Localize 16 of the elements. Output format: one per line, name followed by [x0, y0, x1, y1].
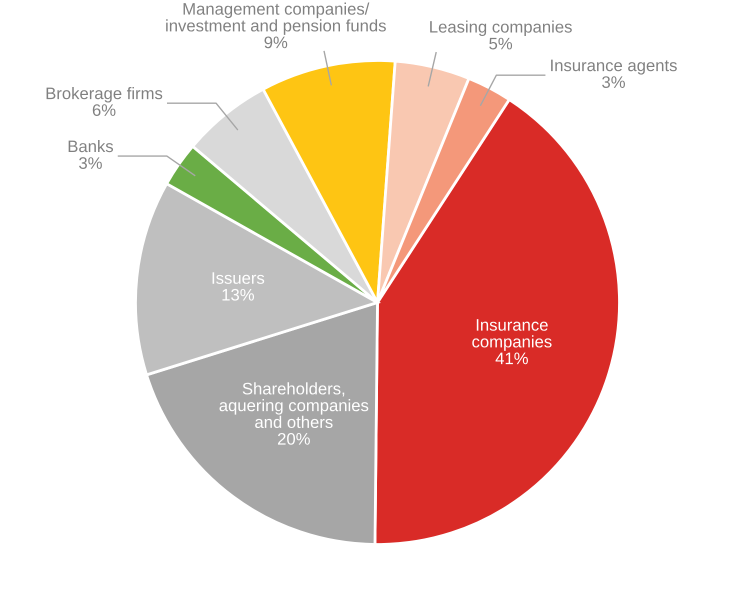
- data-label: 3%: [602, 76, 625, 88]
- slice-label: Brokerage firms: [46, 87, 162, 103]
- slice-label: Leasing companies: [430, 20, 572, 36]
- data-label: 13%: [222, 288, 254, 301]
- slice-label: Shareholders, aquering companies and others: [219, 382, 368, 428]
- slice-label: Banks: [68, 140, 114, 152]
- data-label: 9%: [264, 36, 288, 48]
- data-label: 20%: [278, 432, 310, 445]
- data-label: 5%: [489, 38, 512, 50]
- data-label: 3%: [79, 157, 102, 169]
- slice-label: Management companies/ investment and pension funds: [166, 2, 386, 35]
- data-label: 6%: [92, 104, 116, 116]
- slice-label: Insurance agents: [551, 60, 677, 75]
- slice-label: Issuers: [212, 272, 264, 284]
- slice-label: Insurance companies: [472, 319, 552, 351]
- data-label: 41%: [496, 352, 528, 364]
